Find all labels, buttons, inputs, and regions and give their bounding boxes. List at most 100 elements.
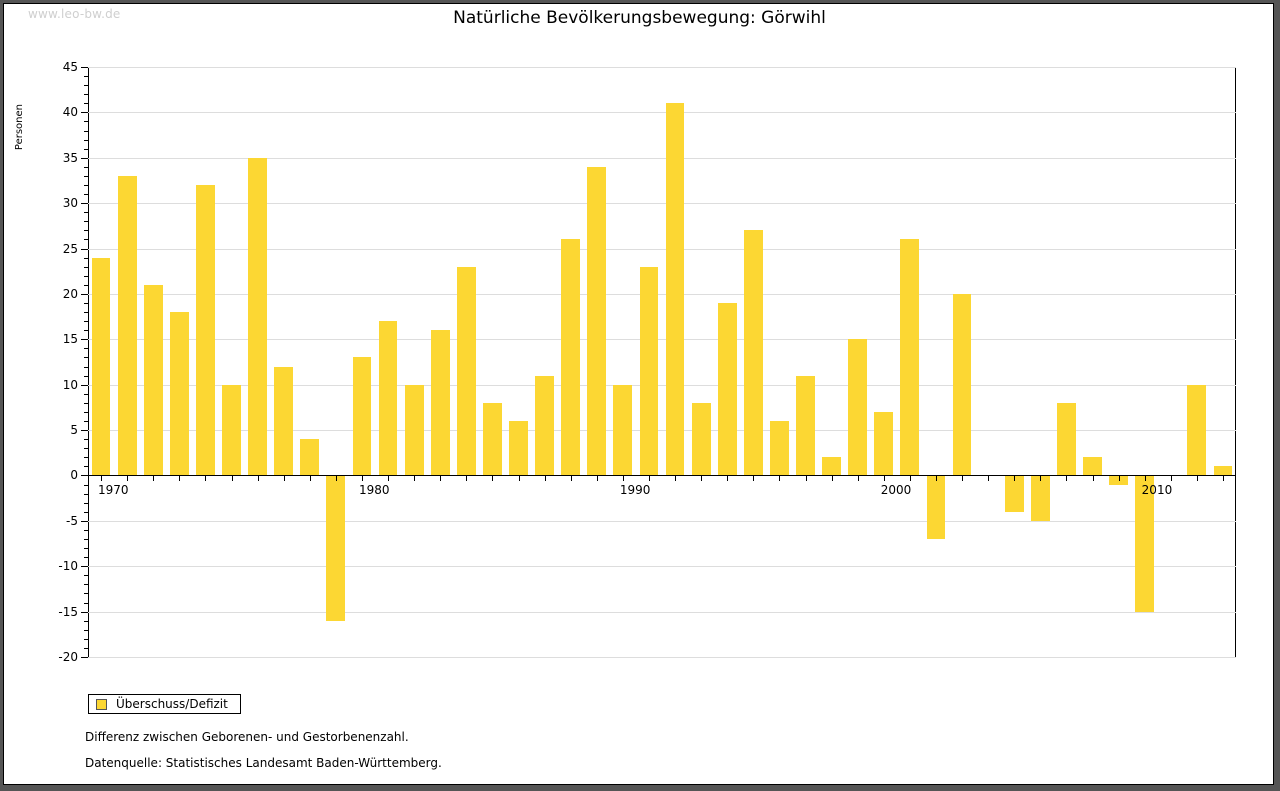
x-tick xyxy=(1014,475,1016,482)
bar[interactable] xyxy=(1213,466,1233,476)
y-tick-label: -5 xyxy=(66,513,78,528)
x-tick xyxy=(962,475,964,482)
y-tick-minor xyxy=(84,166,88,168)
bar[interactable] xyxy=(456,266,476,476)
bar[interactable] xyxy=(770,421,789,476)
bar[interactable] xyxy=(248,157,267,476)
bar[interactable] xyxy=(117,175,137,476)
x-tick xyxy=(831,475,833,482)
bar[interactable] xyxy=(378,321,398,476)
y-tick-minor xyxy=(84,448,88,450)
x-tick xyxy=(492,475,494,482)
bar[interactable] xyxy=(404,384,424,476)
y-tick-minor xyxy=(84,484,88,486)
x-tick xyxy=(596,475,598,482)
y-tick-minor xyxy=(84,103,88,105)
bar[interactable] xyxy=(743,230,763,476)
bar[interactable] xyxy=(691,402,711,476)
y-tick-minor xyxy=(84,275,88,277)
bar[interactable] xyxy=(274,366,294,476)
y-tick-minor xyxy=(84,185,88,186)
x-tick xyxy=(883,475,885,482)
bar[interactable] xyxy=(143,284,163,476)
y-tick-label: 40 xyxy=(62,105,78,120)
bar[interactable] xyxy=(665,103,685,476)
page-title: Natürliche Bevölkerungsbewegung: Görwihl xyxy=(453,8,826,28)
bar[interactable] xyxy=(1057,402,1076,476)
bar[interactable] xyxy=(639,266,659,476)
y-tick-minor xyxy=(84,493,88,495)
bar[interactable] xyxy=(430,330,450,476)
y-tick-minor xyxy=(84,330,88,332)
x-tick xyxy=(1092,475,1094,482)
y-tick-label: 20 xyxy=(62,286,78,301)
x-tick xyxy=(805,475,807,482)
y-tick-major xyxy=(81,293,88,295)
y-tick-label: 25 xyxy=(62,241,78,256)
bar[interactable] xyxy=(326,475,346,621)
bar[interactable] xyxy=(535,375,554,476)
bar[interactable] xyxy=(1135,475,1155,612)
y-tick-minor xyxy=(84,375,88,377)
gridline xyxy=(88,384,1236,386)
x-tick xyxy=(179,475,181,482)
y-tick-minor xyxy=(84,284,88,286)
bar[interactable] xyxy=(196,185,215,476)
y-tick-label: -15 xyxy=(58,604,78,619)
y-tick-label: 35 xyxy=(62,150,78,165)
bar[interactable] xyxy=(1030,475,1050,521)
gridline xyxy=(88,566,1236,568)
bar[interactable] xyxy=(561,239,581,476)
bar[interactable] xyxy=(509,421,528,476)
x-tick-label: 2000 xyxy=(880,483,912,498)
bar[interactable] xyxy=(483,402,502,476)
chart-legend[interactable]: Überschuss/Defizit xyxy=(88,694,241,714)
y-tick-minor xyxy=(84,539,88,540)
y-tick-minor xyxy=(84,638,88,640)
bar[interactable] xyxy=(613,384,633,476)
gridline xyxy=(88,157,1236,159)
y-tick-minor xyxy=(84,175,88,177)
y-tick-major xyxy=(81,475,88,477)
bar[interactable] xyxy=(926,475,946,539)
watermark-text: www.leo-bw.de xyxy=(28,7,121,21)
bar[interactable] xyxy=(1083,457,1102,476)
x-tick xyxy=(622,475,624,482)
bar[interactable] xyxy=(717,303,737,476)
bar[interactable] xyxy=(1004,475,1024,512)
x-tick xyxy=(935,475,937,482)
y-tick-minor xyxy=(84,575,88,577)
bar[interactable] xyxy=(91,257,111,476)
y-tick-major xyxy=(81,384,88,386)
gridline xyxy=(88,248,1236,250)
x-tick xyxy=(101,475,103,482)
bar[interactable] xyxy=(822,457,841,476)
y-tick-major xyxy=(81,157,88,159)
bar[interactable] xyxy=(848,339,868,476)
y-tick-minor xyxy=(84,584,88,586)
y-tick-label: 30 xyxy=(62,196,78,211)
x-tick xyxy=(648,475,650,482)
bar[interactable] xyxy=(300,439,320,476)
gridline xyxy=(88,520,1236,522)
bar[interactable] xyxy=(900,239,920,476)
x-tick-label: 2010 xyxy=(1141,483,1173,498)
x-tick xyxy=(309,475,311,482)
x-tick xyxy=(988,475,990,482)
footnote-description: Differenz zwischen Geborenen- und Gestor… xyxy=(85,730,409,744)
bar[interactable] xyxy=(587,166,607,476)
y-tick-minor xyxy=(84,85,88,87)
x-tick xyxy=(257,475,259,482)
bar[interactable] xyxy=(169,312,189,476)
y-tick-minor xyxy=(84,366,88,368)
bar[interactable] xyxy=(952,293,972,476)
zero-axis-line xyxy=(88,475,1236,477)
bar[interactable] xyxy=(1187,384,1207,476)
bar[interactable] xyxy=(874,411,894,476)
y-tick-minor xyxy=(84,303,88,304)
bar[interactable] xyxy=(796,375,815,476)
bar[interactable] xyxy=(352,357,372,476)
bar[interactable] xyxy=(222,384,241,476)
y-tick-minor xyxy=(84,257,88,259)
y-tick-minor xyxy=(84,348,88,350)
